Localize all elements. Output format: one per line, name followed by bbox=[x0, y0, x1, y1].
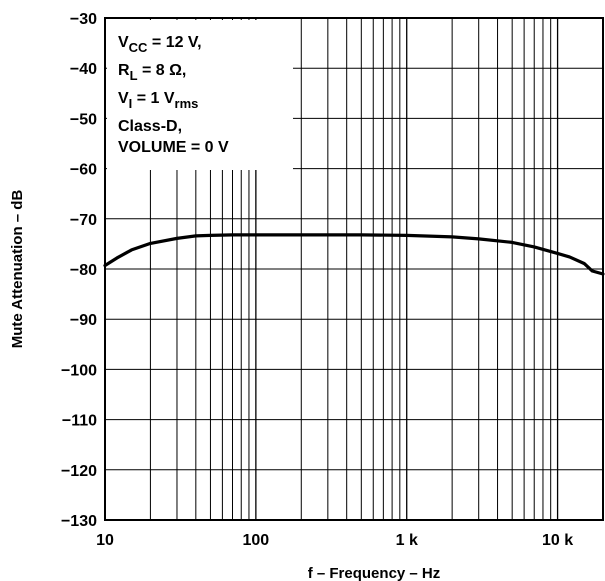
condition-line: VI = 1 Vrms bbox=[118, 90, 198, 111]
x-tick-label: 1 k bbox=[396, 532, 418, 549]
y-tick-label: −70 bbox=[70, 212, 97, 229]
conditions-bg bbox=[107, 20, 293, 170]
x-tick-label: 100 bbox=[243, 532, 270, 549]
y-tick-label: −90 bbox=[70, 312, 97, 329]
conditions-box: VCC = 12 V, RL = 8 Ω, VI = 1 Vrms Class-D, V… bbox=[107, 20, 293, 170]
x-axis-title: f – Frequency – Hz bbox=[308, 565, 441, 581]
y-tick-label: −100 bbox=[61, 362, 97, 379]
plot-frame bbox=[104, 17, 604, 521]
y-tick-label: −50 bbox=[70, 111, 97, 128]
y-tick-label: −40 bbox=[70, 61, 97, 78]
y-tick-label: −120 bbox=[61, 463, 97, 480]
series-layer bbox=[103, 233, 605, 276]
y-tick-label: −130 bbox=[61, 513, 97, 530]
x-tick-label: 10 bbox=[96, 532, 114, 549]
x-tick-label: 10 k bbox=[542, 532, 573, 549]
y-tick-label: −80 bbox=[70, 262, 97, 279]
y-tick-label: −60 bbox=[70, 162, 97, 179]
condition-line: VCC = 12 V, bbox=[118, 34, 202, 55]
tick-layer: −30 −40 −50 −60 −70 −80 −90 −100 −110 −120 −130 10 1… bbox=[61, 11, 573, 549]
y-axis-title: Mute Attenuation – dB bbox=[9, 190, 26, 349]
series-line bbox=[103, 233, 605, 276]
condition-line: Class-D, bbox=[118, 118, 182, 135]
y-tick-label: −110 bbox=[62, 413, 97, 430]
condition-line: VOLUME = 0 V bbox=[118, 139, 229, 156]
y-tick-label: −30 bbox=[70, 11, 97, 28]
condition-line: RL = 8 Ω, bbox=[118, 62, 186, 83]
